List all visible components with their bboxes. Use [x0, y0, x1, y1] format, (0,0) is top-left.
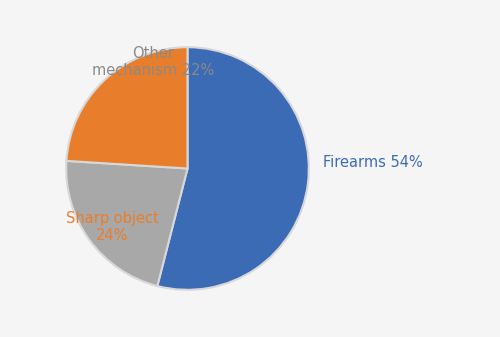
Text: Sharp object
24%: Sharp object 24% [66, 211, 158, 243]
Text: Firearms 54%: Firearms 54% [324, 155, 423, 170]
Wedge shape [158, 47, 309, 290]
Wedge shape [66, 161, 188, 286]
Wedge shape [66, 47, 188, 168]
Text: Other
mechanism 22%: Other mechanism 22% [92, 45, 214, 78]
